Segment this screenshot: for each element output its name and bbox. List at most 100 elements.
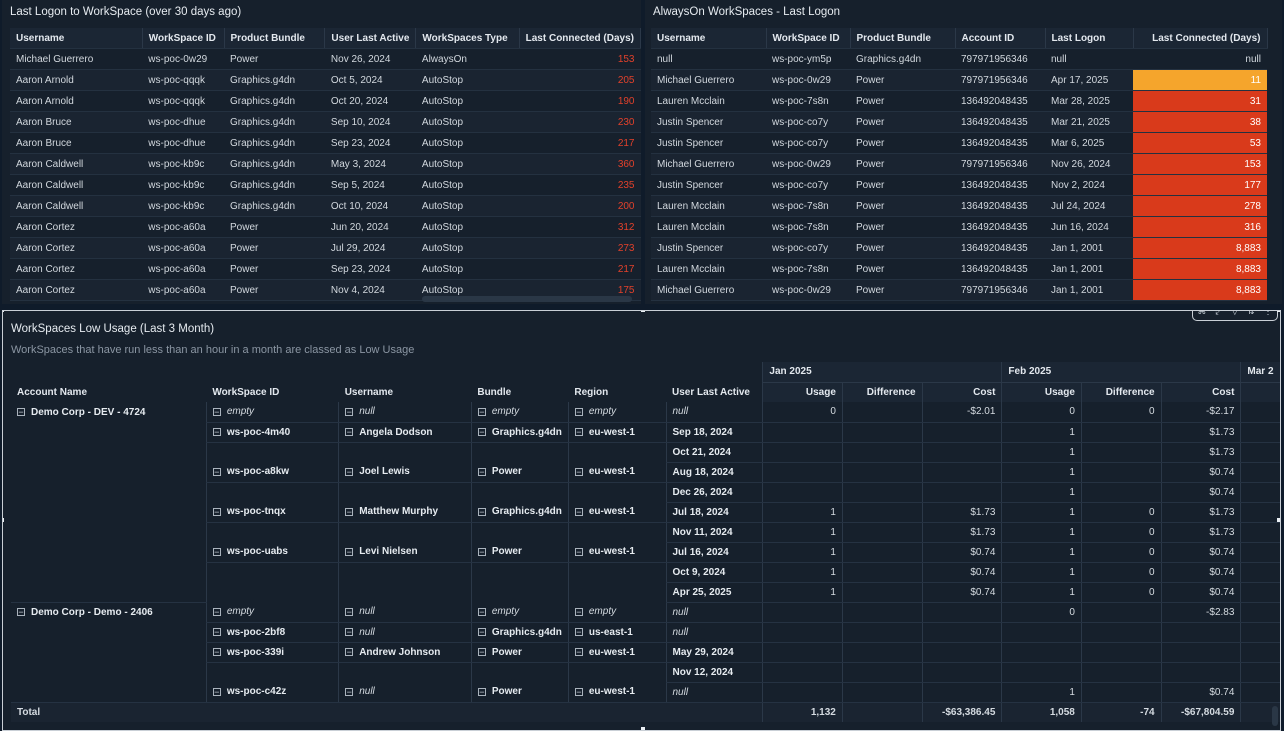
table-row[interactable]: Lauren Mcclain ws-poc-7s8n Power 1364920484… [651,195,1267,217]
column-header-last-connected[interactable]: Last Connected (Days) [519,28,641,49]
region-cell[interactable]: − eu-west-1 [567,642,666,663]
collapse-icon[interactable]: − [574,426,583,437]
collapse-icon[interactable]: − [212,646,221,657]
month-header-feb-2025[interactable]: Feb 2025 [1001,362,1241,383]
table-row[interactable]: Aaron Arnold ws-poc-qqqk Graphics.g4dn Oct … [10,90,641,112]
table-row[interactable]: Michael Guerrero ws-poc-0w29 Power Nov 26, … [10,48,641,70]
collapse-icon[interactable]: − [574,546,583,557]
collapse-icon[interactable]: − [212,546,221,557]
metric-header-cost[interactable]: Cost [921,382,1002,402]
table-row[interactable]: Aaron Cortez ws-poc-a60a Power Jul 29, 2024… [10,237,641,259]
table-row[interactable]: Aaron Caldwell ws-poc-kb9c Graphics.g4dn Oc… [10,195,641,217]
region-cell[interactable]: − eu-west-1 [567,502,666,523]
collapse-icon[interactable]: − [212,506,221,517]
table-row[interactable]: Aaron Cortez ws-poc-a60a Power Sep 23, 2024… [10,258,641,280]
collapse-icon[interactable]: − [345,646,354,657]
bundle-cell[interactable]: − Power [470,682,569,703]
row-header-account-name[interactable]: Account Name [17,386,88,398]
collapse-icon[interactable]: − [477,426,486,437]
table-row[interactable]: Michael Guerrero ws-poc-0w29 Power 79797195… [651,279,1267,301]
table-row[interactable]: Michael Guerrero ws-poc-0w29 Power 79797195… [651,69,1267,91]
collapse-icon[interactable]: − [212,626,221,637]
sort-icon[interactable]: ⇅ [1247,310,1255,316]
column-header-username[interactable]: Username [651,28,767,49]
collapse-icon[interactable]: − [574,606,583,617]
region-cell[interactable]: − empty [567,602,666,623]
collapse-icon[interactable]: − [345,546,354,557]
metric-header-difference[interactable]: Difference [841,382,923,402]
collapse-icon[interactable]: − [477,626,486,637]
column-header-workspace-id[interactable]: WorkSpace ID [766,28,851,49]
column-header-workspace-id[interactable]: WorkSpace ID [142,28,225,49]
metric-header-usage[interactable]: Usage [1001,382,1082,402]
username-cell[interactable]: − Levi Nielsen [338,542,472,563]
collapse-icon[interactable]: − [574,686,583,697]
table-row[interactable]: Aaron Bruce ws-poc-dhue Graphics.g4dn Sep 2… [10,132,641,154]
collapse-icon[interactable]: − [345,626,354,637]
workspace-id-cell[interactable]: − ws-poc-uabs [205,542,339,563]
table-row[interactable]: Justin Spencer ws-poc-co7y Power 1364920484… [651,237,1267,259]
username-cell[interactable]: − Angela Dodson [338,422,472,443]
collapse-icon[interactable]: − [477,606,486,617]
collapse-icon[interactable]: − [477,546,486,557]
collapse-icon[interactable]: − [345,606,354,617]
account-name-cell[interactable]: − Demo Corp - Demo - 2406 [11,602,206,622]
metric-header-cost[interactable]: Cost [1160,382,1241,402]
table-row[interactable]: Aaron Bruce ws-poc-dhue Graphics.g4dn Sep 1… [10,111,641,133]
region-cell[interactable]: − us-east-1 [567,622,666,643]
collapse-icon[interactable]: − [345,406,354,417]
region-cell[interactable]: − eu-west-1 [567,682,666,703]
collapse-icon[interactable]: − [17,607,25,618]
table-row[interactable]: Justin Spencer ws-poc-co7y Power 1364920484… [651,111,1267,133]
table-row[interactable]: Aaron Arnold ws-poc-qqqk Graphics.g4dn Oct … [10,69,641,91]
collapse-icon[interactable]: − [574,466,583,477]
workspace-id-cell[interactable]: − ws-poc-c42z [205,682,339,703]
metric-header-usage[interactable]: Usage [762,382,843,402]
collapse-icon[interactable]: − [477,466,486,477]
collapse-icon[interactable]: − [477,406,486,417]
bundle-cell[interactable]: − Power [470,462,569,483]
account-name-cell[interactable]: − Demo Corp - DEV - 4724 [11,402,206,422]
collapse-icon[interactable]: − [345,686,354,697]
collapse-icon[interactable]: − [477,646,486,657]
table-row[interactable]: Aaron Cortez ws-poc-a60a Power Nov 4, 2024 A… [10,279,641,301]
collapse-icon[interactable]: − [17,406,25,417]
table-row[interactable]: Lauren Mcclain ws-poc-7s8n Power 1364920484… [651,216,1267,238]
collapse-icon[interactable]: − [345,506,354,517]
username-cell[interactable]: − Joel Lewis [338,462,472,483]
table-row[interactable]: Justin Spencer ws-poc-co7y Power 1364920484… [651,174,1267,196]
bundle-cell[interactable]: − empty [470,402,569,423]
bundle-cell[interactable]: − Power [470,542,569,563]
workspace-id-cell[interactable]: − ws-poc-a8kw [205,462,339,483]
month-header-mar[interactable]: Mar 2 [1240,362,1280,383]
row-header-region[interactable]: Region [574,386,609,398]
month-header-jan-2025[interactable]: Jan 2025 [762,362,1002,383]
collapse-icon[interactable]: − [212,606,221,617]
table-row[interactable]: Lauren Mcclain ws-poc-7s8n Power 1364920484… [651,258,1267,280]
username-cell[interactable]: − null [338,682,472,703]
collapse-icon[interactable]: − [212,686,221,697]
username-cell[interactable]: − Matthew Murphy [338,502,472,523]
username-cell[interactable]: − Andrew Johnson [338,642,472,663]
collapse-icon[interactable]: − [477,686,486,697]
vertical-scrollbar[interactable] [1272,706,1278,726]
workspace-id-cell[interactable]: − empty [205,402,339,423]
bundle-cell[interactable]: − Graphics.g4dn [470,502,569,523]
row-header-bundle[interactable]: Bundle [477,386,512,398]
column-header-user-last-active[interactable]: User Last Active [324,28,417,49]
username-cell[interactable]: − null [338,602,472,623]
bundle-cell[interactable]: − Power [470,642,569,663]
collapse-icon[interactable]: − [574,626,583,637]
collapse-icon[interactable]: − [574,646,583,657]
table-row[interactable]: Aaron Garciaws-poc-rzp5Graphics.g4dnDec … [10,300,641,304]
metric-header-difference[interactable]: Difference [1080,382,1162,402]
region-cell[interactable]: − empty [567,402,666,423]
horizontal-scrollbar[interactable] [422,296,632,302]
row-header-user-last-active[interactable]: User Last Active [672,386,750,398]
column-header-product-bundle[interactable]: Product Bundle [224,28,326,49]
row-header-username[interactable]: Username [344,386,394,398]
bundle-cell[interactable]: − empty [470,602,569,623]
workspace-id-cell[interactable]: − ws-poc-2bf8 [205,622,339,643]
row-header-workspace-id[interactable]: WorkSpace ID [212,386,280,398]
collapse-icon[interactable]: − [574,506,583,517]
